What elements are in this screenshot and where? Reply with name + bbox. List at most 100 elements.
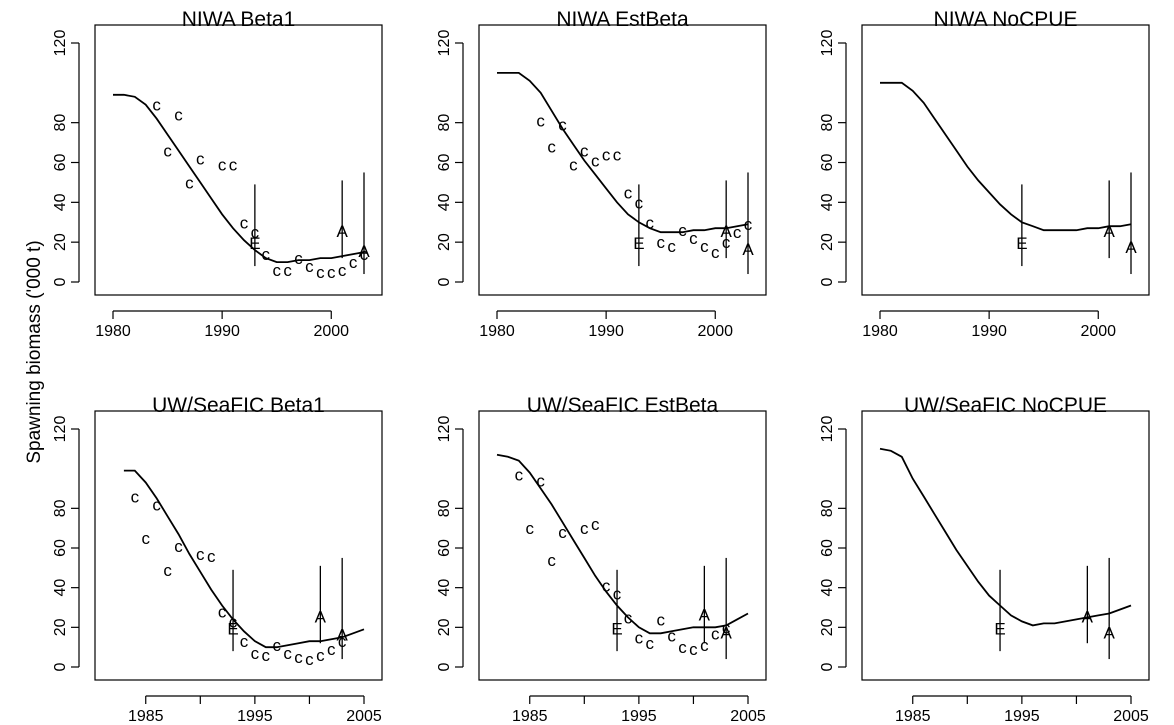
x-tick-label: 1980 [862,323,898,340]
x-tick-label: 2000 [313,323,349,340]
estimate-point: E [1016,234,1027,253]
y-tick-label: 40 [436,579,453,597]
chart-panel: UW/SeaFIC EstBeta 0 20 40 60 80 120 1985 1995 200… [436,394,767,725]
y-tick-label: 20 [52,618,69,636]
cpue-point: c [515,466,524,485]
estimate-point: A [699,605,711,624]
cpue-point: c [305,650,314,669]
cpue-point: c [711,243,720,262]
y-tick-label: 60 [52,154,69,172]
cpue-point: c [262,646,271,665]
cpue-point: c [733,223,742,242]
cpue-point: c [174,537,183,556]
cpue-point: c [678,221,687,240]
cpue-point: c [667,626,676,645]
x-tick-label: 1985 [512,708,548,725]
cpue-point: c [656,233,665,252]
y-tick-label: 120 [819,30,836,57]
cpue-point: c [163,561,172,580]
y-tick-label: 0 [52,662,69,671]
biomass-trajectory-line [123,469,365,649]
plot-frame [478,410,767,681]
y-tick-label: 120 [436,416,453,443]
cpue-point: c [338,261,347,280]
cpue-point: c [240,632,249,651]
cpue-point: c [152,96,161,115]
y-tick-label: 40 [819,193,836,211]
y-tick-label: 20 [436,618,453,636]
cpue-point: c [656,610,665,629]
cpue-point: c [602,577,611,596]
biomass-trajectory-line [497,72,749,234]
cpue-point: c [316,263,325,282]
cpue-point: c [624,608,633,627]
cpue-point: c [327,263,336,282]
x-tick-label: 2000 [1080,323,1116,340]
panel-title: UW/SeaFIC EstBeta [527,394,719,417]
cpue-point: c [207,547,216,566]
cpue-point: c [525,519,534,538]
cpue-point: c [316,646,325,665]
y-tick-label: 80 [819,499,836,517]
plot-frame [478,24,767,296]
cpue-point: c [305,257,314,276]
cpue-point: c [558,523,567,542]
cpue-point: c [294,249,303,268]
cpue-point: c [711,624,720,643]
cpue-point: c [174,106,183,125]
panel-title: UW/SeaFIC NoCPUE [904,394,1107,417]
y-tick-label: 0 [819,662,836,671]
cpue-point: c [152,495,161,514]
panel-title: NIWA EstBeta [556,8,689,31]
y-tick-label: 80 [436,499,453,517]
x-tick-label: 1995 [621,708,657,725]
cpue-point: c [569,155,578,174]
y-tick-label: 20 [52,233,69,251]
cpue-point: c [240,213,249,232]
cpue-point: c [349,253,358,272]
x-tick-label: 1990 [204,323,240,340]
cpue-point: c [667,237,676,256]
estimate-point: A [1104,623,1116,642]
x-tick-label: 2005 [346,708,382,725]
cpue-point: c [185,173,194,192]
cpue-point: c [283,644,292,663]
cpue-point: c [272,636,281,655]
cpue-point: c [591,152,600,171]
x-tick-label: 1990 [588,323,624,340]
plot-frame [94,24,383,296]
estimate-point: E [227,619,238,638]
cpue-point: c [547,138,556,157]
plot-frame [861,24,1150,296]
y-tick-label: 60 [52,539,69,557]
cpue-point: c [251,644,260,663]
cpue-point: c [283,261,292,280]
estimate-point: A [721,222,733,241]
cpue-point: c [689,229,698,248]
y-tick-label: 40 [819,579,836,597]
estimate-point: E [611,619,622,638]
x-tick-label: 1995 [1004,708,1040,725]
cpue-point: c [294,648,303,667]
estimate-point: A [1125,238,1137,257]
x-tick-label: 1990 [971,323,1007,340]
estimate-point: A [315,607,327,626]
cpue-point: c [327,640,336,659]
cpue-point: c [131,487,140,506]
cpue-point: c [624,183,633,202]
cpue-point: c [591,515,600,534]
x-tick-label: 1980 [479,323,515,340]
y-tick-label: 20 [819,233,836,251]
panel-title: NIWA Beta1 [182,8,296,31]
y-tick-label: 120 [52,416,69,443]
y-tick-label: 60 [436,539,453,557]
cpue-point: c [196,545,205,564]
y-tick-label: 80 [436,114,453,132]
cpue-point: c [700,636,709,655]
cpue-point: c [536,112,545,131]
x-tick-label: 1995 [237,708,273,725]
biomass-trajectory-line [880,81,1132,232]
